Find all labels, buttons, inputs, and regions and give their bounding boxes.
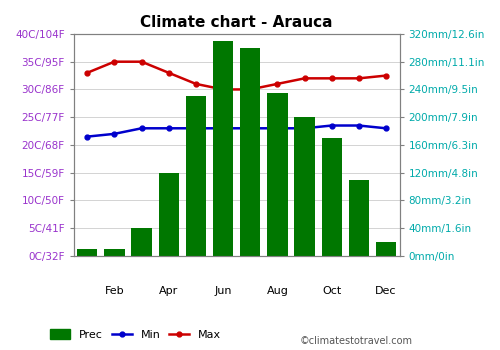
Max bbox=[112, 60, 117, 64]
Bar bbox=[213, 41, 233, 256]
Min bbox=[328, 124, 334, 128]
Bar bbox=[267, 93, 287, 256]
Text: Jun: Jun bbox=[214, 287, 232, 296]
Min bbox=[220, 126, 226, 131]
Bar bbox=[77, 249, 98, 256]
Min bbox=[138, 126, 144, 131]
Max bbox=[356, 76, 362, 80]
Bar bbox=[104, 249, 124, 256]
Min bbox=[247, 126, 253, 131]
Max bbox=[383, 74, 389, 78]
Min bbox=[84, 134, 90, 139]
Bar bbox=[376, 242, 396, 256]
Max bbox=[166, 71, 172, 75]
Max bbox=[247, 88, 253, 92]
Bar bbox=[348, 180, 369, 256]
Min bbox=[302, 126, 308, 131]
Min bbox=[383, 126, 389, 131]
Min bbox=[112, 132, 117, 136]
Bar bbox=[186, 96, 206, 256]
Max bbox=[193, 82, 199, 86]
Min bbox=[274, 126, 280, 131]
Line: Min: Min bbox=[85, 123, 388, 139]
Max bbox=[220, 88, 226, 92]
Bar bbox=[158, 173, 179, 256]
Min bbox=[356, 124, 362, 128]
Text: Dec: Dec bbox=[376, 287, 397, 296]
Max bbox=[328, 76, 334, 80]
Title: Climate chart - Arauca: Climate chart - Arauca bbox=[140, 15, 333, 30]
Max bbox=[138, 60, 144, 64]
Max bbox=[84, 71, 90, 75]
Line: Max: Max bbox=[85, 59, 388, 92]
Bar bbox=[294, 117, 314, 256]
Min bbox=[193, 126, 199, 131]
Min bbox=[166, 126, 172, 131]
Max bbox=[302, 76, 308, 80]
Text: Feb: Feb bbox=[104, 287, 124, 296]
Text: Oct: Oct bbox=[322, 287, 342, 296]
Bar bbox=[240, 48, 260, 256]
Text: Apr: Apr bbox=[159, 287, 178, 296]
Text: Aug: Aug bbox=[266, 287, 288, 296]
Text: ©climatestotravel.com: ©climatestotravel.com bbox=[300, 336, 413, 346]
Bar bbox=[322, 138, 342, 256]
Legend: Prec, Min, Max: Prec, Min, Max bbox=[46, 325, 226, 344]
Bar bbox=[132, 228, 152, 256]
Max bbox=[274, 82, 280, 86]
